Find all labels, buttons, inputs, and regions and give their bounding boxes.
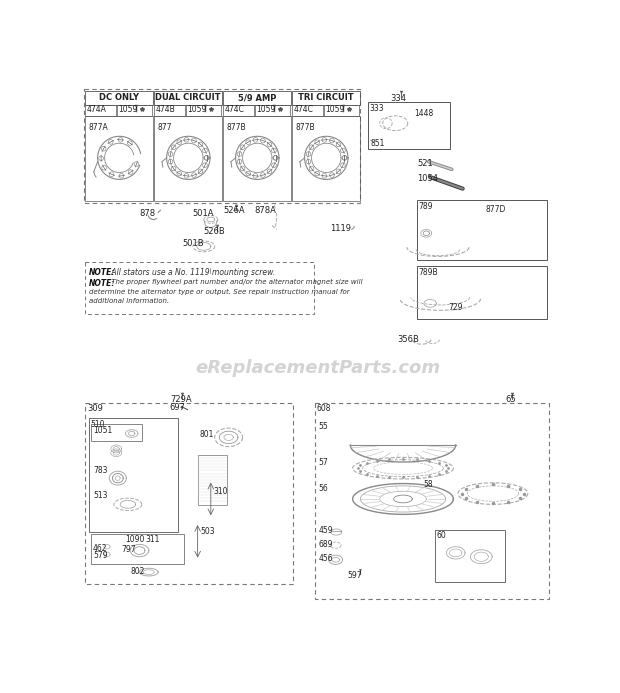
Text: 877A: 877A: [88, 123, 108, 132]
Bar: [89, 418, 179, 532]
Bar: [223, 91, 291, 105]
Text: The proper flywheel part number and/or the alternator magnet size will: The proper flywheel part number and/or t…: [109, 279, 363, 285]
Text: 1448: 1448: [415, 109, 434, 118]
Bar: [86, 91, 153, 105]
Text: 783: 783: [93, 466, 107, 475]
Bar: [154, 91, 222, 105]
Text: 456: 456: [319, 554, 333, 563]
Bar: [154, 105, 185, 116]
Text: 513: 513: [93, 491, 107, 500]
Text: 309: 309: [87, 404, 103, 413]
Text: 877B: 877B: [295, 123, 315, 132]
Bar: [314, 403, 549, 599]
Text: 5/9 AMP: 5/9 AMP: [237, 94, 276, 103]
Text: 311: 311: [146, 535, 160, 544]
Text: 729A: 729A: [170, 395, 192, 404]
Bar: [86, 116, 153, 201]
Text: 697: 697: [169, 403, 185, 412]
Text: 474C: 474C: [294, 105, 314, 114]
Text: 878: 878: [140, 209, 156, 218]
Text: 1059: 1059: [118, 105, 138, 114]
Text: 877: 877: [157, 123, 172, 132]
Text: determine the alternator type or output. See repair instruction manual for: determine the alternator type or output.…: [89, 289, 350, 295]
Text: 801: 801: [200, 430, 215, 439]
Bar: [435, 529, 505, 582]
Text: DUAL CIRCUIT: DUAL CIRCUIT: [155, 94, 221, 103]
Text: 1054: 1054: [417, 174, 438, 183]
Text: 474C: 474C: [224, 105, 245, 114]
Text: NOTE:: NOTE:: [89, 279, 115, 288]
Text: 689: 689: [319, 540, 333, 549]
Text: 579: 579: [93, 552, 108, 561]
Text: NOTE:: NOTE:: [89, 268, 115, 277]
Bar: [368, 103, 450, 148]
Bar: [292, 91, 360, 105]
Text: 1059: 1059: [326, 105, 345, 114]
Text: 57: 57: [319, 458, 328, 467]
Text: 333: 333: [370, 104, 384, 113]
Text: 474B: 474B: [156, 105, 175, 114]
Bar: [86, 262, 314, 314]
Text: 877B: 877B: [226, 123, 246, 132]
Bar: [86, 403, 293, 584]
Text: 608: 608: [316, 404, 330, 413]
Text: 474A: 474A: [87, 105, 107, 114]
Text: 1090: 1090: [125, 535, 145, 544]
Text: 851: 851: [371, 139, 385, 148]
Text: 503: 503: [200, 527, 215, 536]
Text: 729: 729: [448, 304, 463, 313]
Text: 56: 56: [319, 484, 328, 493]
Bar: [154, 116, 222, 201]
Bar: [255, 105, 290, 116]
Bar: [198, 455, 227, 505]
Text: 878A: 878A: [254, 207, 276, 216]
Text: 55: 55: [319, 422, 328, 431]
Text: 1059: 1059: [187, 105, 207, 114]
Bar: [223, 105, 254, 116]
Text: 501B: 501B: [182, 238, 204, 247]
Text: 802: 802: [130, 567, 144, 576]
Text: additional information.: additional information.: [89, 298, 169, 304]
Text: 65: 65: [505, 395, 516, 404]
Text: 521: 521: [417, 159, 433, 168]
Bar: [92, 534, 185, 564]
Text: 462: 462: [93, 543, 107, 552]
Text: eReplacementParts.com: eReplacementParts.com: [195, 359, 440, 377]
Text: 877D: 877D: [486, 205, 507, 214]
Bar: [417, 200, 547, 261]
Text: 356B: 356B: [397, 335, 419, 344]
Text: 797: 797: [121, 545, 136, 554]
Bar: [86, 105, 117, 116]
Bar: [84, 89, 360, 203]
Text: 1059: 1059: [257, 105, 276, 114]
Text: 501A: 501A: [192, 209, 214, 218]
Text: TRI CIRCUIT: TRI CIRCUIT: [298, 94, 353, 103]
Bar: [292, 116, 360, 201]
Text: 526A: 526A: [223, 207, 245, 216]
Bar: [417, 266, 547, 319]
Bar: [92, 424, 142, 441]
Bar: [117, 105, 152, 116]
Text: 597: 597: [347, 570, 362, 579]
Text: All stators use a No. 1119 mounting screw.: All stators use a No. 1119 mounting scre…: [109, 268, 275, 277]
Text: 1119: 1119: [330, 224, 351, 233]
Text: 58: 58: [423, 480, 433, 489]
Bar: [223, 116, 291, 201]
Text: 789B: 789B: [418, 268, 438, 277]
Bar: [324, 105, 359, 116]
Text: 526B: 526B: [203, 227, 225, 236]
Text: 310: 310: [213, 487, 228, 496]
Text: 459: 459: [319, 526, 333, 535]
Bar: [292, 105, 323, 116]
Text: 1051: 1051: [93, 426, 112, 435]
Text: DC ONLY: DC ONLY: [99, 94, 139, 103]
Text: 510: 510: [91, 420, 105, 429]
Text: 60: 60: [436, 532, 446, 541]
Bar: [186, 105, 221, 116]
Text: 789: 789: [418, 202, 433, 211]
Text: 334: 334: [390, 94, 406, 103]
